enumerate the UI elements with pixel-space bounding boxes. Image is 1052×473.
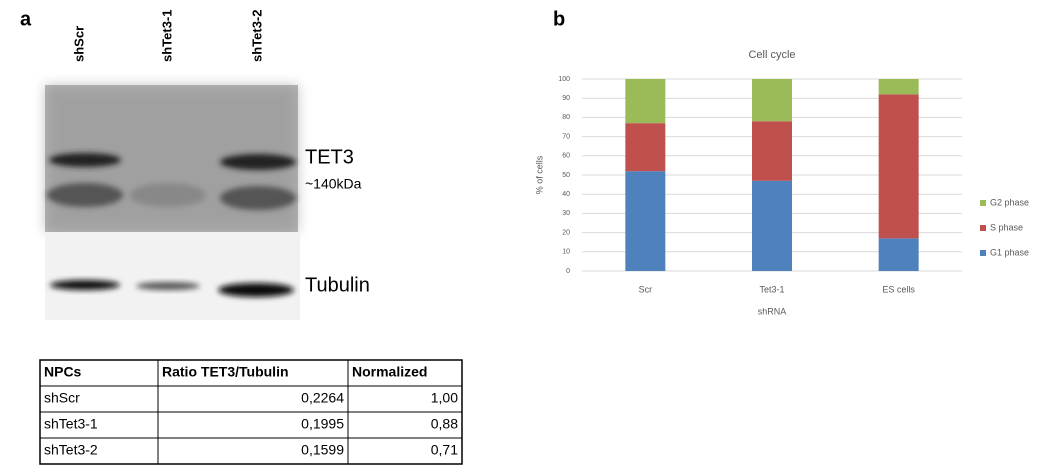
legend-swatch [980, 200, 986, 206]
y-tick-label: 50 [562, 172, 570, 179]
bar-segment [752, 79, 792, 121]
x-tick-label: Tet3-1 [759, 284, 784, 294]
table-cell: 0,1995 [301, 416, 344, 432]
y-tick-label: 30 [562, 210, 570, 217]
blot-image [45, 85, 300, 320]
y-tick-label: 10 [562, 249, 570, 256]
legend-swatch [980, 225, 986, 231]
legend-label: G2 phase [990, 197, 1029, 207]
y-tick-label: 20 [562, 229, 570, 236]
bar-segment [752, 121, 792, 181]
legend-label: S phase [990, 222, 1023, 232]
bar-segment [879, 79, 919, 94]
table-header: Ratio TET3/Tubulin [162, 364, 289, 380]
chart-title: Cell cycle [748, 49, 795, 61]
panel-label: b [553, 8, 565, 30]
y-tick-label: 70 [562, 133, 570, 140]
table-cell: 0,88 [431, 416, 458, 432]
bar-segment [625, 123, 665, 171]
lane-label: shTet3-2 [249, 10, 264, 63]
table-cell: shTet3-1 [44, 416, 98, 432]
y-tick-label: 80 [562, 114, 570, 121]
y-axis-title: % of cells [534, 155, 544, 194]
control-label: Tubulin [305, 274, 370, 296]
x-tick-label: Scr [639, 284, 653, 294]
bar-segment [879, 238, 919, 271]
figure: a b TET3 ~140kDa Tubulin shScr shTet3-1 sh… [0, 0, 1052, 473]
x-axis-title: shRNA [758, 306, 787, 316]
lane-label: shScr [71, 26, 86, 62]
x-tick-label: ES cells [882, 284, 915, 294]
legend-label: G1 phase [990, 247, 1029, 257]
y-tick-label: 90 [562, 95, 570, 102]
bar-segment [625, 171, 665, 271]
table-cell: 0,71 [431, 442, 458, 458]
table-cell: 0,2264 [301, 390, 344, 406]
table-cell: 1,00 [431, 390, 458, 406]
bar-segment [879, 94, 919, 238]
y-tick-label: 40 [562, 191, 570, 198]
legend-swatch [980, 250, 986, 256]
table-header: NPCs [44, 364, 82, 380]
lane-label: shTet3-1 [159, 10, 174, 63]
bar-segment [752, 181, 792, 271]
size-label: ~140kDa [305, 176, 362, 192]
y-tick-label: 0 [566, 268, 570, 275]
table-cell: shScr [44, 390, 80, 406]
table-cell: shTet3-2 [44, 442, 98, 458]
panel-label: a [20, 8, 32, 30]
y-tick-label: 100 [558, 76, 570, 83]
table-header: Normalized [352, 364, 427, 380]
y-tick-label: 60 [562, 153, 570, 160]
table-cell: 0,1599 [301, 442, 344, 458]
protein-label: TET3 [305, 146, 354, 168]
bar-segment [625, 79, 665, 123]
